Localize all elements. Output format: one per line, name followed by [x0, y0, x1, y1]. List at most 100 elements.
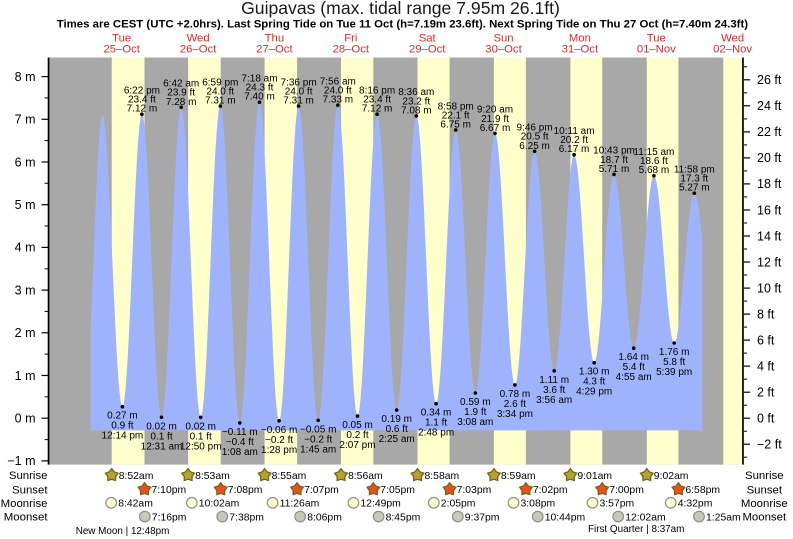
svg-text:2 ft: 2 ft	[757, 386, 775, 400]
svg-text:7.31 m: 7.31 m	[205, 96, 236, 107]
svg-text:7:03pm: 7:03pm	[457, 485, 492, 496]
svg-text:0.19 m: 0.19 m	[381, 414, 412, 425]
svg-text:2.6 ft: 2.6 ft	[504, 399, 526, 410]
svg-text:4 ft: 4 ft	[757, 359, 775, 373]
svg-text:12:14 pm: 12:14 pm	[102, 431, 144, 442]
svg-text:8:59am: 8:59am	[501, 471, 536, 482]
svg-text:Mon: Mon	[569, 33, 591, 45]
svg-text:24.0 ft: 24.0 ft	[206, 87, 234, 98]
svg-text:30–Oct: 30–Oct	[485, 44, 522, 56]
svg-text:7:56 am: 7:56 am	[320, 77, 356, 88]
svg-text:4.3 ft: 4.3 ft	[583, 377, 605, 388]
svg-text:5.71 m: 5.71 m	[599, 164, 630, 175]
svg-text:7.31 m: 7.31 m	[283, 96, 314, 107]
svg-text:12 ft: 12 ft	[757, 255, 782, 269]
svg-text:6 m: 6 m	[15, 155, 36, 169]
svg-text:First Quarter | 8:37am: First Quarter | 8:37am	[588, 524, 684, 535]
svg-text:6 ft: 6 ft	[757, 333, 775, 347]
svg-text:11:15 am: 11:15 am	[633, 147, 674, 158]
svg-text:3:08 am: 3:08 am	[457, 417, 493, 428]
svg-text:0.1 ft: 0.1 ft	[190, 431, 212, 442]
svg-text:Wed: Wed	[187, 33, 210, 45]
svg-text:7.40 m: 7.40 m	[244, 92, 275, 103]
svg-text:6.75 m: 6.75 m	[440, 120, 471, 131]
svg-text:−0.2 ft: −0.2 ft	[304, 434, 332, 445]
svg-text:0.27 m: 0.27 m	[107, 411, 138, 422]
svg-text:Wed: Wed	[721, 33, 744, 45]
svg-text:20.5 ft: 20.5 ft	[521, 132, 549, 143]
svg-text:−0.2 ft: −0.2 ft	[265, 435, 293, 446]
svg-text:8:52am: 8:52am	[119, 471, 154, 482]
svg-text:7.12 m: 7.12 m	[362, 104, 393, 115]
svg-text:24.3 ft: 24.3 ft	[246, 83, 274, 94]
svg-text:12:02am: 12:02am	[625, 512, 665, 523]
svg-text:3:08pm: 3:08pm	[521, 499, 556, 510]
svg-text:12:49pm: 12:49pm	[360, 499, 400, 510]
svg-text:18.6 ft: 18.6 ft	[640, 156, 668, 167]
svg-text:Sunset: Sunset	[747, 484, 783, 496]
svg-text:Thu: Thu	[265, 33, 284, 45]
svg-text:1 m: 1 m	[15, 369, 36, 383]
svg-text:4 m: 4 m	[15, 241, 36, 255]
svg-text:01–Nov: 01–Nov	[637, 44, 676, 56]
svg-text:8:42am: 8:42am	[118, 499, 153, 510]
svg-text:Tue: Tue	[112, 33, 131, 45]
svg-text:1:28 pm: 1:28 pm	[261, 445, 297, 456]
svg-text:New Moon | 12:48pm: New Moon | 12:48pm	[76, 526, 170, 537]
svg-text:23.4 ft: 23.4 ft	[363, 95, 391, 106]
svg-text:6:59 pm: 6:59 pm	[202, 77, 238, 88]
svg-text:Sat: Sat	[419, 33, 437, 45]
svg-text:Sun: Sun	[493, 33, 513, 45]
svg-text:28–Oct: 28–Oct	[333, 44, 370, 56]
svg-text:8:16 pm: 8:16 pm	[359, 86, 395, 97]
svg-text:5 m: 5 m	[15, 198, 36, 212]
svg-text:8 m: 8 m	[15, 70, 36, 84]
svg-text:0.2 ft: 0.2 ft	[346, 430, 368, 441]
svg-text:8:58 pm: 8:58 pm	[438, 101, 474, 112]
svg-text:7:00pm: 7:00pm	[609, 485, 644, 496]
svg-text:10:02am: 10:02am	[199, 499, 239, 510]
svg-text:20 ft: 20 ft	[757, 151, 782, 165]
svg-text:7:10pm: 7:10pm	[152, 485, 187, 496]
svg-text:0.34 m: 0.34 m	[421, 408, 452, 419]
svg-text:9:46 pm: 9:46 pm	[517, 123, 553, 134]
svg-text:2:05pm: 2:05pm	[441, 499, 476, 510]
svg-text:21.9 ft: 21.9 ft	[481, 114, 509, 125]
svg-text:3 m: 3 m	[15, 283, 36, 297]
svg-text:Sunrise: Sunrise	[9, 470, 48, 482]
svg-text:17.3 ft: 17.3 ft	[680, 174, 708, 185]
svg-text:9:01am: 9:01am	[577, 471, 612, 482]
svg-text:−0.05 m: −0.05 m	[300, 424, 336, 435]
svg-text:2:25 am: 2:25 am	[379, 434, 415, 445]
svg-text:10:11 am: 10:11 am	[554, 126, 595, 137]
svg-text:0.9 ft: 0.9 ft	[111, 421, 133, 432]
svg-text:2 m: 2 m	[15, 326, 36, 340]
svg-text:Guipavas (max. tidal range 7.9: Guipavas (max. tidal range 7.95m 26.1ft)	[241, 0, 560, 18]
svg-text:7:36 pm: 7:36 pm	[281, 77, 317, 88]
svg-text:8 ft: 8 ft	[757, 307, 775, 321]
svg-text:12:31 am: 12:31 am	[141, 441, 183, 452]
svg-text:8:55am: 8:55am	[272, 471, 307, 482]
svg-text:4:32pm: 4:32pm	[678, 499, 713, 510]
svg-text:02–Nov: 02–Nov	[713, 44, 752, 56]
svg-text:Moonset: Moonset	[4, 512, 49, 524]
svg-text:Fri: Fri	[344, 33, 357, 45]
svg-text:7 m: 7 m	[15, 113, 36, 127]
svg-text:−2 ft: −2 ft	[757, 438, 782, 452]
svg-text:Times are CEST (UTC +2.0hrs).: Times are CEST (UTC +2.0hrs). Last Sprin…	[57, 19, 749, 31]
svg-text:7.08 m: 7.08 m	[401, 105, 432, 116]
svg-text:10:44pm: 10:44pm	[545, 512, 585, 523]
svg-text:7:08pm: 7:08pm	[228, 485, 263, 496]
svg-text:0.6 ft: 0.6 ft	[386, 424, 408, 435]
svg-text:16 ft: 16 ft	[757, 203, 782, 217]
svg-text:4:55 am: 4:55 am	[616, 372, 652, 383]
svg-text:24 ft: 24 ft	[757, 99, 782, 113]
svg-text:1.1 ft: 1.1 ft	[425, 418, 447, 429]
svg-text:0.02 m: 0.02 m	[185, 421, 216, 432]
svg-text:3.6 ft: 3.6 ft	[543, 385, 565, 396]
svg-text:7.33 m: 7.33 m	[323, 95, 354, 106]
svg-text:6.25 m: 6.25 m	[519, 141, 550, 152]
svg-text:7:05pm: 7:05pm	[380, 485, 415, 496]
svg-text:7.28 m: 7.28 m	[166, 97, 197, 108]
svg-text:1:25am: 1:25am	[706, 512, 741, 523]
